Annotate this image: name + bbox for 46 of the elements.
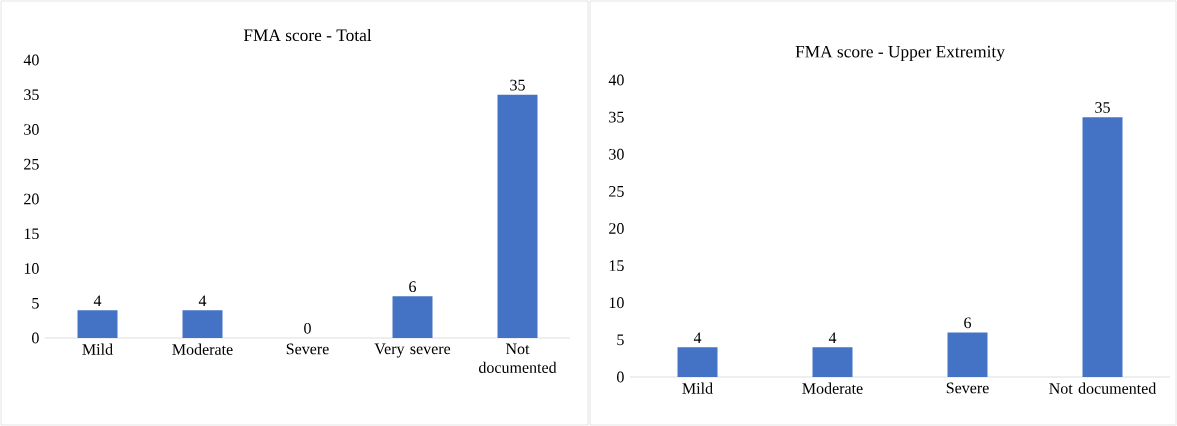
y-tick-label: 0 — [32, 332, 39, 344]
data-label: 4 — [93, 295, 102, 306]
x-tick-label: Moderate — [802, 382, 863, 394]
data-label: 0 — [304, 322, 311, 334]
y-tick-label: 30 — [24, 124, 39, 135]
y-tick-label: 5 — [617, 334, 624, 346]
y-tick-label: 10 — [24, 263, 39, 274]
data-label: 6 — [409, 281, 417, 293]
y-tick-label: 10 — [609, 297, 624, 309]
x-tick-label: Very severe — [374, 343, 451, 358]
chart-title: FMA score - Total — [243, 28, 372, 42]
x-tick-label: Not documented — [478, 343, 557, 373]
y-tick-label: 30 — [609, 148, 624, 160]
y-tick-label: 35 — [24, 89, 39, 101]
data-label: 35 — [1095, 102, 1110, 113]
bar — [1082, 117, 1123, 377]
y-tick-label: 25 — [609, 185, 624, 197]
y-tick-label: 20 — [609, 223, 624, 234]
x-tick-label: Severe — [286, 343, 329, 355]
data-label: 4 — [828, 332, 837, 344]
bar — [497, 94, 538, 338]
bar — [77, 310, 118, 338]
y-tick-label: 40 — [23, 54, 39, 66]
x-tick-label: Mild — [82, 343, 113, 355]
bar — [392, 296, 433, 338]
x-tick-label: Not documented — [1049, 382, 1157, 394]
data-label: 35 — [510, 79, 525, 91]
bar — [677, 347, 718, 377]
bar — [182, 310, 223, 338]
bar — [812, 347, 853, 377]
y-tick-label: 20 — [24, 193, 39, 205]
y-tick-label: 0 — [617, 371, 624, 383]
data-label: 6 — [964, 317, 972, 329]
data-label: 4 — [198, 295, 207, 306]
y-tick-label: 5 — [32, 297, 39, 309]
x-tick-label: Moderate — [172, 343, 233, 355]
y-tick-label: 35 — [609, 111, 624, 123]
data-label: 4 — [693, 332, 702, 344]
x-tick-label: Mild — [682, 382, 713, 394]
y-tick-label: 25 — [24, 158, 39, 170]
y-tick-label: 15 — [609, 260, 624, 271]
y-tick-label: 40 — [608, 74, 624, 86]
y-tick-label: 15 — [24, 228, 39, 240]
chart-title: FMA score - Upper Extremity — [795, 45, 1005, 62]
bar — [947, 332, 988, 377]
x-tick-label: Severe — [946, 382, 989, 394]
